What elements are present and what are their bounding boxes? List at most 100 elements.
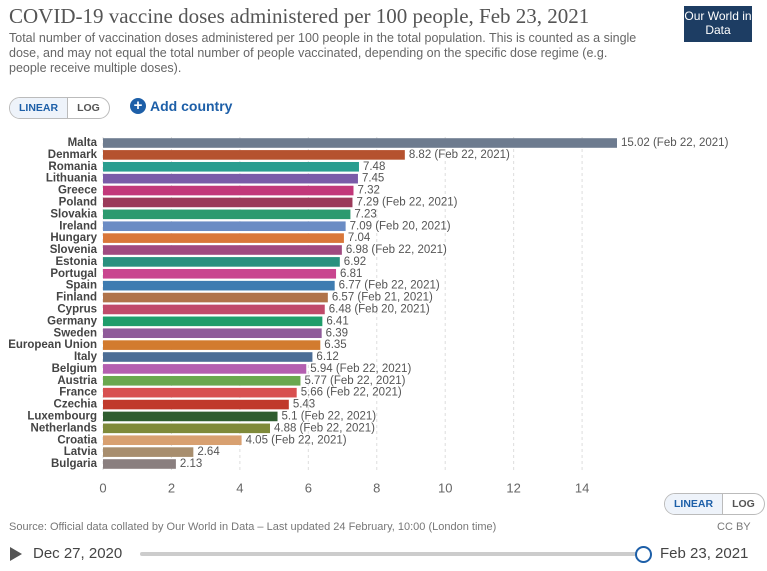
bar [103, 185, 354, 196]
x-tick-label: 12 [506, 480, 520, 495]
value-label: 7.23 [354, 208, 376, 220]
category-label: Portugal [50, 268, 97, 280]
add-country[interactable]: + Add country [130, 98, 232, 114]
value-label: 6.12 [316, 351, 338, 363]
source: Source: Official data collated by Our Wo… [9, 521, 497, 533]
value-label: 7.29 (Feb 22, 2021) [356, 196, 457, 208]
bar [103, 161, 359, 172]
timeline-handle[interactable] [635, 546, 652, 563]
linear-button[interactable]: LINEAR [665, 494, 724, 514]
play-button[interactable] [9, 546, 23, 562]
bar [103, 292, 328, 303]
bar [103, 150, 405, 160]
bar [103, 197, 353, 208]
bar [103, 245, 342, 255]
category-label: Denmark [48, 149, 98, 161]
value-label: 6.77 (Feb 22, 2021) [339, 280, 440, 292]
bar [103, 173, 358, 184]
bar [103, 280, 335, 291]
value-label: 7.09 (Feb 20, 2021) [350, 220, 451, 232]
category-label: Luxembourg [27, 410, 97, 422]
bar [103, 387, 297, 398]
timeline-end: Feb 23, 2021 [660, 545, 749, 562]
category-label: Netherlands [31, 422, 97, 434]
value-label: 6.81 [340, 268, 362, 280]
value-label: 4.05 (Feb 22, 2021) [246, 434, 347, 446]
log-button[interactable]: LOG [732, 498, 755, 510]
value-label: 7.04 [348, 232, 371, 244]
category-label: Cyprus [57, 303, 97, 315]
bar [103, 221, 346, 232]
category-label: Germany [47, 315, 97, 327]
value-label: 6.98 (Feb 22, 2021) [346, 244, 447, 256]
category-label: Bulgaria [51, 458, 98, 470]
value-label: 6.48 (Feb 20, 2021) [329, 303, 430, 315]
bar [103, 399, 289, 410]
timeline-start: Dec 27, 2020 [33, 545, 123, 562]
value-label: 6.41 [326, 315, 348, 327]
value-label: 2.64 [197, 446, 220, 458]
bar [103, 304, 325, 315]
bar [103, 209, 351, 220]
timeline-track[interactable] [140, 552, 643, 556]
log-button[interactable]: LOG [77, 102, 100, 114]
bar [103, 268, 337, 279]
category-label: Slovenia [50, 244, 98, 256]
category-label: Croatia [57, 434, 97, 446]
value-label: 7.32 [357, 185, 379, 197]
x-tick-label: 2 [168, 480, 175, 495]
value-label: 5.66 (Feb 22, 2021) [301, 387, 402, 399]
value-label: 6.57 (Feb 21, 2021) [332, 292, 433, 304]
add-icon: + [130, 98, 146, 114]
bar [103, 364, 307, 374]
subtitle: Total number of vaccination doses admini… [9, 31, 637, 75]
value-label: 15.02 (Feb 22, 2021) [621, 137, 729, 149]
bar [103, 459, 176, 469]
bar [103, 340, 321, 350]
category-label: Lithuania [46, 173, 98, 185]
x-tick-label: 14 [575, 480, 589, 495]
value-label: 6.39 [326, 327, 348, 339]
value-label: 5.94 (Feb 22, 2021) [310, 363, 411, 375]
x-tick-label: 10 [438, 480, 452, 495]
bar [103, 316, 323, 327]
x-tick-label: 8 [373, 480, 380, 495]
bar [103, 138, 617, 148]
x-tick-label: 6 [305, 480, 312, 495]
category-label: Malta [68, 137, 98, 149]
scale-toggle-bottom: LINEAR LOG [664, 493, 765, 515]
value-label: 5.77 (Feb 22, 2021) [304, 375, 405, 387]
category-label: Finland [56, 292, 97, 304]
logo[interactable]: Our World in Data [684, 6, 752, 42]
category-label: Romania [48, 161, 97, 173]
category-label: Hungary [50, 232, 97, 244]
value-label: 6.92 [344, 256, 366, 268]
category-label: Belgium [52, 363, 97, 375]
category-label: Poland [59, 196, 97, 208]
value-label: 5.1 (Feb 22, 2021) [282, 410, 377, 422]
scale-toggle: LINEAR LOG [9, 97, 110, 119]
play-icon [10, 547, 22, 561]
bar [103, 447, 194, 457]
category-label: Spain [66, 280, 97, 292]
license: CC BY [717, 521, 751, 533]
add-country-label: Add country [150, 98, 233, 114]
value-label: 5.43 [293, 399, 315, 411]
bar [103, 375, 301, 386]
value-label: 8.82 (Feb 22, 2021) [409, 149, 510, 161]
value-label: 7.45 [362, 173, 384, 185]
category-label: Estonia [55, 256, 97, 268]
x-tick-label: 0 [99, 480, 106, 495]
linear-button[interactable]: LINEAR [10, 98, 69, 118]
bar [103, 328, 322, 339]
value-label: 4.88 (Feb 22, 2021) [274, 422, 375, 434]
value-label: 7.48 [363, 161, 385, 173]
category-label: Italy [74, 351, 98, 363]
title: COVID-19 vaccine doses administered per … [9, 4, 590, 28]
bar [103, 411, 278, 422]
category-label: Ireland [59, 220, 97, 232]
category-label: Slovakia [50, 208, 97, 220]
bar [103, 423, 270, 434]
